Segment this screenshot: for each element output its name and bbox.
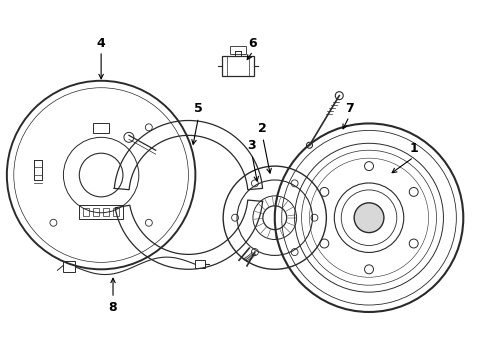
Text: 1: 1 <box>408 142 417 155</box>
Bar <box>222 56 253 76</box>
Bar <box>83 208 89 216</box>
Text: 5: 5 <box>194 102 203 115</box>
Bar <box>93 123 109 133</box>
Bar <box>93 208 99 216</box>
Circle shape <box>353 203 383 233</box>
Bar <box>113 208 119 216</box>
Text: 2: 2 <box>258 122 266 135</box>
Bar <box>230 46 245 54</box>
Bar <box>79 205 122 219</box>
Text: 4: 4 <box>97 37 105 50</box>
Bar <box>195 260 205 268</box>
Bar <box>63 261 75 272</box>
Text: 6: 6 <box>248 37 257 50</box>
Text: 7: 7 <box>344 102 353 115</box>
Bar <box>103 208 109 216</box>
Text: 3: 3 <box>247 139 256 152</box>
Text: 8: 8 <box>108 301 117 314</box>
